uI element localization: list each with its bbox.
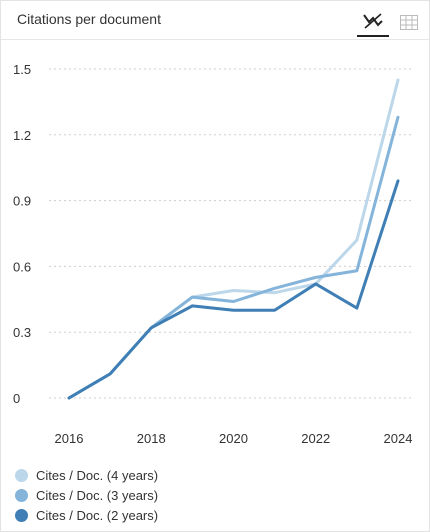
series-line-2: [67, 115, 400, 400]
line-chart: 0 0.3 0.6 0.9 1.2 1.5 2016 2018 2020 2022 2024: [13, 62, 413, 446]
y-tick-label: 0.3: [13, 325, 31, 340]
x-tick-label: 2018: [137, 431, 166, 446]
table-view-button[interactable]: [393, 7, 425, 37]
x-tick-label: 2024: [384, 431, 413, 446]
legend-label: Cites / Doc. (3 years): [36, 487, 159, 503]
panel-header: Citations per document: [1, 1, 429, 40]
legend-item[interactable]: Cites / Doc. (3 years): [15, 485, 158, 505]
chart-legend: Cites / Doc. (4 years) Cites / Doc. (3 ye…: [15, 465, 158, 525]
x-tick-label: 2022: [301, 431, 330, 446]
legend-swatch: [15, 468, 28, 482]
table-icon: [400, 14, 418, 30]
legend-label: Cites / Doc. (4 years): [36, 467, 159, 483]
line-view-button[interactable]: [357, 7, 389, 37]
y-tick-label: 1.2: [13, 128, 31, 143]
legend-item[interactable]: Cites / Doc. (4 years): [15, 465, 158, 485]
line-chart-icon: [363, 13, 383, 29]
legend-swatch: [15, 508, 28, 522]
series-line-3: [67, 179, 400, 400]
y-tick-label: 1.5: [13, 62, 31, 77]
x-tick-label: 2016: [55, 431, 84, 446]
y-tick-label: 0.9: [13, 194, 31, 209]
x-tick-label: 2020: [219, 431, 248, 446]
panel-title: Citations per document: [17, 11, 161, 27]
y-tick-label: 0.6: [13, 259, 31, 274]
legend-item[interactable]: Cites / Doc. (2 years): [15, 505, 158, 525]
y-tick-label: 0: [13, 391, 20, 406]
legend-label: Cites / Doc. (2 years): [36, 507, 159, 523]
legend-swatch: [15, 488, 28, 502]
series-line-1: [67, 78, 400, 400]
